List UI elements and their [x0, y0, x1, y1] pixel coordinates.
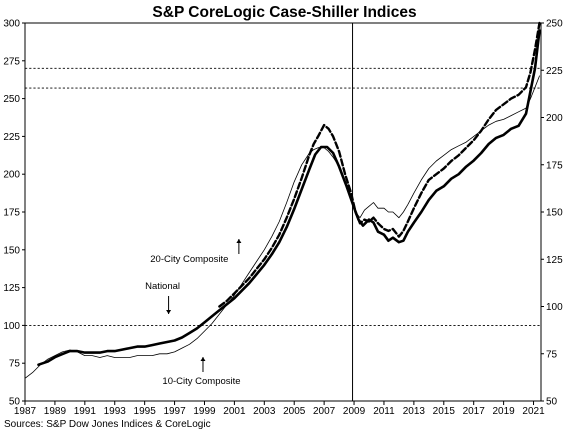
- x-tick-label: 2011: [373, 406, 395, 417]
- x-tick-label: 1997: [163, 406, 186, 417]
- x-tick-label: 2013: [403, 406, 426, 417]
- annotation-label: 10-City Composite: [162, 376, 240, 387]
- annotation-arrowhead: [166, 310, 172, 314]
- x-axis: 1987 1989 1991 1993 1995 1997 1999 2001 2003 2005…: [14, 401, 545, 417]
- left-tick-label: 175: [3, 208, 20, 219]
- left-tick-label: 125: [3, 283, 20, 294]
- x-tick-label: 2015: [433, 406, 456, 417]
- annotation-label: National: [145, 281, 180, 292]
- left-tick-label: 225: [3, 132, 20, 143]
- right-tick-label: 75: [546, 349, 558, 360]
- right-tick-label: 250: [546, 19, 563, 30]
- annotation-label: 20-City Composite: [150, 254, 228, 265]
- right-tick-label: 175: [546, 160, 563, 171]
- series-layer: [24, 21, 541, 379]
- right-tick-label: 125: [546, 255, 563, 266]
- x-tick-label: 2021: [522, 406, 545, 417]
- left-tick-label: 150: [3, 245, 20, 256]
- left-tick-label: 275: [3, 56, 20, 67]
- left-tick-label: 250: [3, 94, 20, 105]
- left-tick-label: 75: [9, 359, 21, 370]
- annotation-arrowhead: [200, 357, 206, 361]
- left-axis: 50 75 100 125 150 175 200 225 250 275 300: [3, 19, 25, 408]
- x-tick-label: 1999: [193, 406, 216, 417]
- x-tick-label: 1989: [44, 406, 67, 417]
- x-tick-label: 1991: [74, 406, 97, 417]
- x-tick-label: 2007: [313, 406, 336, 417]
- x-tick-label: 2009: [343, 406, 366, 417]
- x-tick-label: 2001: [223, 406, 246, 417]
- annotation-arrowhead: [236, 239, 242, 243]
- left-tick-label: 300: [3, 19, 20, 30]
- x-tick-label: 2005: [283, 406, 306, 417]
- annotations: 20-City Composite National 10-City Composi…: [145, 239, 242, 387]
- left-tick-label: 200: [3, 170, 20, 181]
- right-tick-label: 150: [546, 208, 563, 219]
- right-tick-label: 200: [546, 113, 563, 124]
- right-axis: 50 75 100 125 150 175 200 225 250: [541, 19, 563, 408]
- x-tick-label: 1995: [134, 406, 157, 417]
- series-line-national: [37, 29, 541, 367]
- source-note: Sources: S&P Dow Jones Indices & CoreLog…: [4, 419, 211, 430]
- right-tick-label: 100: [546, 302, 563, 313]
- right-tick-label: 225: [546, 66, 563, 77]
- reference-lines: [25, 67, 541, 326]
- left-tick-label: 50: [9, 397, 21, 408]
- right-tick-label: 50: [546, 397, 558, 408]
- x-tick-label: 1993: [104, 406, 127, 417]
- chart-title: S&P CoreLogic Case-Shiller Indices: [152, 4, 416, 21]
- x-tick-label: 2019: [492, 406, 515, 417]
- series-line-20-city-composite: [218, 21, 541, 308]
- x-tick-label: 2003: [253, 406, 276, 417]
- x-tick-label: 1987: [14, 406, 37, 417]
- left-tick-label: 100: [3, 321, 20, 332]
- x-tick-label: 2017: [463, 406, 486, 417]
